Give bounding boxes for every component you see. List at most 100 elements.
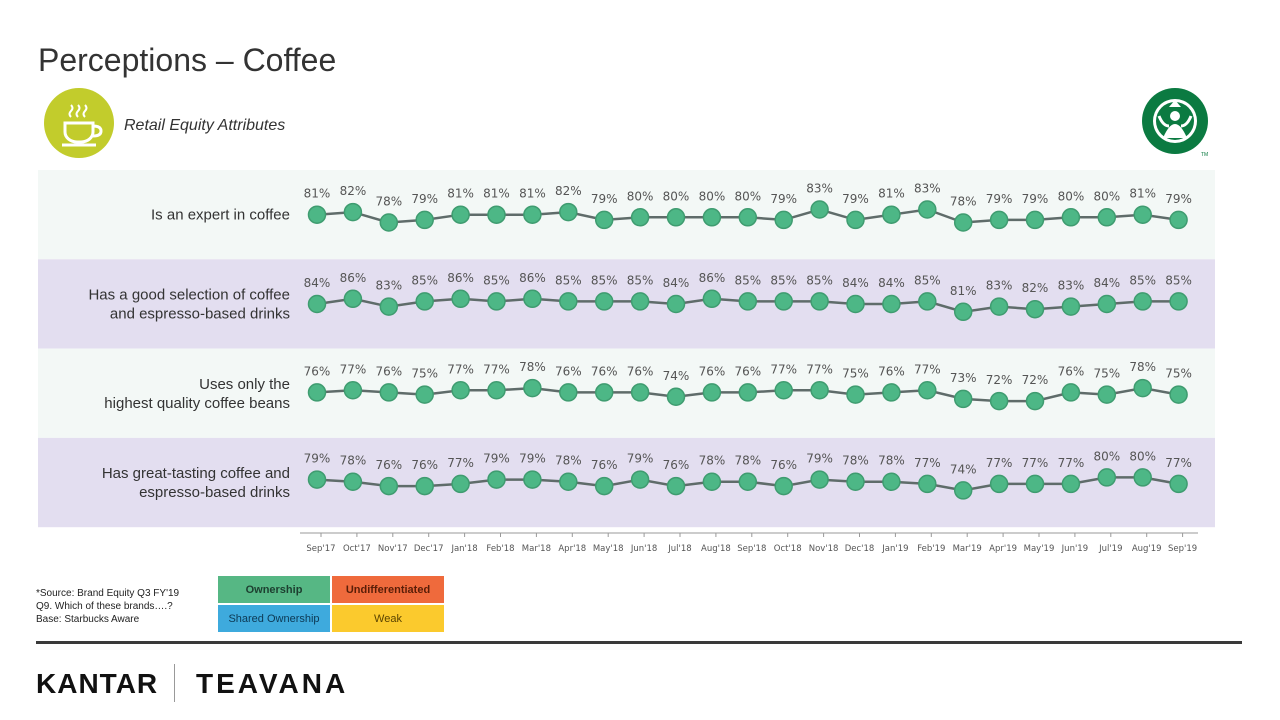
data-point: [594, 383, 614, 402]
starbucks-siren-logo: TM: [1142, 88, 1208, 158]
data-label: 85%: [591, 273, 618, 287]
data-label: 78%: [340, 454, 367, 468]
data-label: 76%: [734, 364, 761, 378]
data-point: [307, 470, 327, 489]
data-label: 72%: [986, 373, 1013, 387]
data-point: [810, 200, 829, 219]
data-label: 82%: [1022, 281, 1049, 295]
data-label: 86%: [340, 271, 367, 285]
data-label: 76%: [591, 458, 618, 472]
page-title: Perceptions – Coffee: [38, 42, 337, 78]
data-point: [630, 470, 650, 489]
data-label: 81%: [447, 187, 474, 201]
legend-weak: Weak: [332, 605, 444, 632]
data-label: 75%: [1165, 367, 1192, 381]
data-label: 75%: [1093, 367, 1120, 381]
data-point: [523, 378, 542, 398]
data-label: 76%: [770, 458, 797, 472]
x-tick-label: Apr'19: [989, 544, 1017, 554]
data-label: 76%: [304, 364, 331, 378]
data-label: 74%: [663, 369, 690, 383]
x-tick-label: Mar'19: [953, 544, 982, 554]
data-label: 77%: [806, 362, 833, 376]
x-tick-label: Dec'18: [845, 544, 875, 554]
data-point: [594, 476, 614, 496]
x-tick-label: Aug'19: [1132, 544, 1162, 554]
data-point: [559, 202, 578, 222]
data-label: 85%: [770, 273, 797, 287]
data-point: [953, 389, 973, 409]
data-label: 82%: [555, 184, 582, 198]
data-label: 76%: [411, 458, 438, 472]
data-point: [307, 383, 327, 402]
data-point: [415, 385, 434, 404]
data-label: 77%: [1058, 456, 1085, 470]
data-point: [810, 292, 829, 311]
data-point: [1133, 468, 1152, 487]
data-point: [882, 294, 901, 314]
data-point: [1169, 385, 1188, 404]
data-label: 86%: [699, 271, 726, 285]
footer-rule: [36, 641, 1242, 644]
data-label: 79%: [519, 452, 546, 466]
data-point: [451, 205, 470, 224]
data-point: [379, 476, 399, 496]
legend-shared-ownership: Shared Ownership: [218, 605, 330, 632]
data-point: [630, 292, 650, 311]
data-label: 74%: [950, 462, 977, 476]
x-tick-label: Sep'18: [737, 544, 766, 554]
data-point: [882, 205, 901, 224]
x-tick-label: May'18: [593, 544, 624, 554]
data-label: 77%: [447, 362, 474, 376]
data-point: [666, 476, 686, 496]
data-label: 80%: [1093, 189, 1120, 203]
data-label: 80%: [699, 189, 726, 203]
x-tick-label: Jan'18: [450, 544, 477, 554]
data-label: 80%: [1058, 189, 1085, 203]
data-label: 77%: [483, 362, 510, 376]
data-point: [451, 474, 470, 494]
data-point: [1169, 210, 1188, 230]
data-label: 85%: [483, 273, 510, 287]
data-label: 77%: [914, 362, 941, 376]
data-point: [1097, 208, 1117, 227]
legend-ownership: Ownership: [218, 576, 330, 603]
data-point: [1025, 210, 1045, 230]
data-point: [738, 208, 758, 227]
data-label: 86%: [519, 271, 546, 285]
data-label: 85%: [806, 273, 833, 287]
data-point: [953, 481, 973, 500]
row-label: espresso-based drinks: [139, 484, 290, 501]
data-point: [1133, 378, 1152, 398]
x-tick-label: Nov'18: [809, 544, 839, 554]
data-point: [523, 470, 542, 489]
data-point: [1061, 208, 1081, 227]
data-point: [1025, 391, 1045, 411]
x-tick-label: Nov'17: [378, 544, 408, 554]
data-point: [953, 302, 973, 322]
data-point: [523, 205, 542, 224]
data-label: 78%: [375, 195, 402, 209]
data-point: [343, 289, 363, 309]
data-point: [559, 292, 578, 311]
x-tick-label: Feb'18: [486, 544, 514, 554]
data-label: 85%: [555, 273, 582, 287]
x-tick-label: Jan'19: [881, 544, 908, 554]
row-band: [38, 170, 1215, 260]
data-label: 79%: [806, 452, 833, 466]
data-point: [415, 476, 434, 496]
data-label: 81%: [878, 187, 905, 201]
data-label: 75%: [411, 367, 438, 381]
data-point: [666, 294, 686, 314]
source-line: *Source: Brand Equity Q3 FY'19: [36, 588, 180, 599]
data-point: [523, 289, 542, 309]
data-point: [379, 297, 399, 316]
data-label: 79%: [986, 192, 1013, 206]
data-label: 76%: [1058, 364, 1085, 378]
row-label: Has great-tasting coffee and: [102, 465, 290, 482]
data-point: [918, 381, 937, 400]
data-point: [559, 383, 578, 402]
data-point: [810, 381, 829, 400]
x-tick-label: Dec'17: [414, 544, 444, 554]
data-point: [379, 383, 399, 402]
